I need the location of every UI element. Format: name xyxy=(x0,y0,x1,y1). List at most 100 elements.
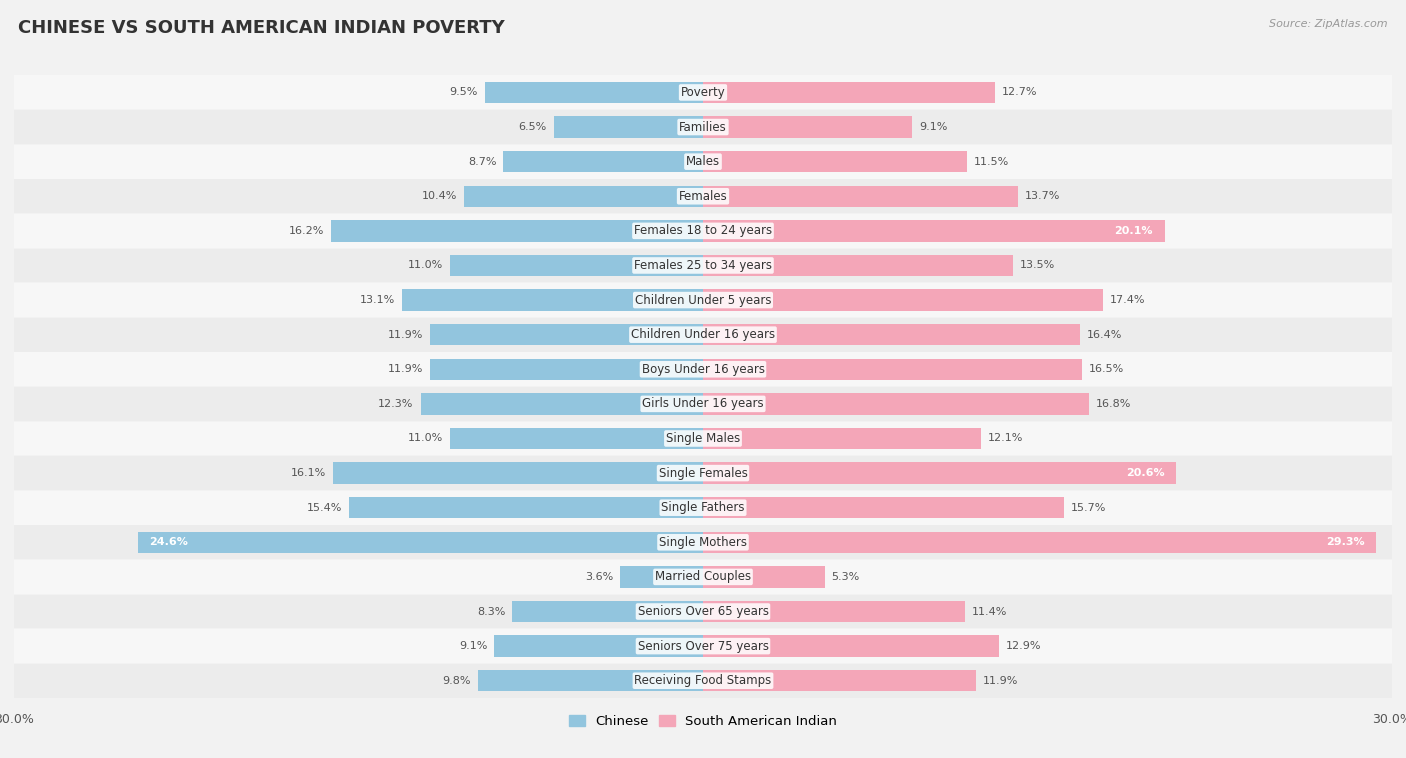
Text: Boys Under 16 years: Boys Under 16 years xyxy=(641,363,765,376)
Bar xyxy=(703,186,1018,207)
Text: Single Fathers: Single Fathers xyxy=(661,501,745,514)
Text: 9.1%: 9.1% xyxy=(920,122,948,132)
Bar xyxy=(420,393,703,415)
Text: Seniors Over 75 years: Seniors Over 75 years xyxy=(637,640,769,653)
Text: 13.7%: 13.7% xyxy=(1025,191,1060,202)
Bar xyxy=(703,635,1000,657)
Bar xyxy=(14,664,1392,697)
Text: Source: ZipAtlas.com: Source: ZipAtlas.com xyxy=(1270,19,1388,29)
Bar xyxy=(703,151,967,172)
Text: 11.5%: 11.5% xyxy=(974,157,1010,167)
Text: Married Couples: Married Couples xyxy=(655,571,751,584)
Bar xyxy=(512,601,703,622)
Bar xyxy=(138,531,703,553)
Bar xyxy=(494,635,703,657)
Bar xyxy=(703,116,912,138)
Text: Girls Under 16 years: Girls Under 16 years xyxy=(643,397,763,410)
Bar xyxy=(14,110,1392,144)
Text: 9.8%: 9.8% xyxy=(443,675,471,686)
Bar xyxy=(703,290,1102,311)
Text: 16.4%: 16.4% xyxy=(1087,330,1122,340)
Text: 9.5%: 9.5% xyxy=(450,87,478,98)
Text: 16.5%: 16.5% xyxy=(1088,365,1123,374)
Bar xyxy=(14,594,1392,628)
Text: 10.4%: 10.4% xyxy=(422,191,457,202)
Bar xyxy=(464,186,703,207)
Text: 11.4%: 11.4% xyxy=(972,606,1007,616)
Text: Children Under 5 years: Children Under 5 years xyxy=(634,293,772,306)
Bar xyxy=(703,531,1376,553)
Text: 11.9%: 11.9% xyxy=(388,330,423,340)
Bar xyxy=(14,560,1392,594)
Bar xyxy=(430,324,703,346)
Bar xyxy=(14,249,1392,283)
Text: 15.7%: 15.7% xyxy=(1070,503,1105,512)
Bar xyxy=(14,145,1392,179)
Text: 11.0%: 11.0% xyxy=(408,434,443,443)
Text: 8.3%: 8.3% xyxy=(477,606,506,616)
Bar xyxy=(703,220,1164,242)
Text: 13.1%: 13.1% xyxy=(360,295,395,305)
Bar xyxy=(703,601,965,622)
Bar xyxy=(450,428,703,449)
Text: Single Males: Single Males xyxy=(666,432,740,445)
Bar xyxy=(14,180,1392,213)
Text: Families: Families xyxy=(679,121,727,133)
Text: 12.7%: 12.7% xyxy=(1001,87,1038,98)
Bar xyxy=(703,255,1012,276)
Text: Single Mothers: Single Mothers xyxy=(659,536,747,549)
Text: 20.6%: 20.6% xyxy=(1126,468,1164,478)
Bar xyxy=(14,490,1392,525)
Bar xyxy=(14,387,1392,421)
Bar xyxy=(402,290,703,311)
Bar xyxy=(703,462,1175,484)
Bar xyxy=(620,566,703,587)
Text: 16.1%: 16.1% xyxy=(291,468,326,478)
Text: 17.4%: 17.4% xyxy=(1109,295,1144,305)
Legend: Chinese, South American Indian: Chinese, South American Indian xyxy=(564,709,842,733)
Bar xyxy=(485,82,703,103)
Text: 6.5%: 6.5% xyxy=(519,122,547,132)
Bar xyxy=(14,352,1392,387)
Bar xyxy=(14,525,1392,559)
Text: 11.0%: 11.0% xyxy=(408,261,443,271)
Bar xyxy=(703,324,1080,346)
Text: 3.6%: 3.6% xyxy=(585,572,613,582)
Bar xyxy=(478,670,703,691)
Text: Males: Males xyxy=(686,155,720,168)
Text: 15.4%: 15.4% xyxy=(307,503,343,512)
Text: 13.5%: 13.5% xyxy=(1019,261,1054,271)
Text: Receiving Food Stamps: Receiving Food Stamps xyxy=(634,674,772,688)
Bar xyxy=(430,359,703,380)
Bar xyxy=(450,255,703,276)
Bar xyxy=(330,220,703,242)
Bar xyxy=(14,214,1392,248)
Bar xyxy=(14,283,1392,317)
Text: 12.1%: 12.1% xyxy=(988,434,1024,443)
Bar xyxy=(703,497,1063,518)
Text: 8.7%: 8.7% xyxy=(468,157,496,167)
Text: Females 18 to 24 years: Females 18 to 24 years xyxy=(634,224,772,237)
Bar xyxy=(333,462,703,484)
Text: 16.2%: 16.2% xyxy=(288,226,323,236)
Text: 12.3%: 12.3% xyxy=(378,399,413,409)
Text: Single Females: Single Females xyxy=(658,467,748,480)
Bar xyxy=(703,428,981,449)
Bar xyxy=(14,629,1392,663)
Text: Females 25 to 34 years: Females 25 to 34 years xyxy=(634,259,772,272)
Bar xyxy=(503,151,703,172)
Bar xyxy=(14,456,1392,490)
Text: 29.3%: 29.3% xyxy=(1326,537,1364,547)
Bar xyxy=(703,670,976,691)
Text: Poverty: Poverty xyxy=(681,86,725,99)
Text: 11.9%: 11.9% xyxy=(983,675,1018,686)
Text: Females: Females xyxy=(679,190,727,202)
Text: 12.9%: 12.9% xyxy=(1007,641,1042,651)
Text: 9.1%: 9.1% xyxy=(458,641,486,651)
Bar xyxy=(14,421,1392,456)
Text: CHINESE VS SOUTH AMERICAN INDIAN POVERTY: CHINESE VS SOUTH AMERICAN INDIAN POVERTY xyxy=(18,19,505,37)
Bar xyxy=(349,497,703,518)
Bar xyxy=(703,359,1083,380)
Bar xyxy=(703,566,825,587)
Bar xyxy=(703,82,994,103)
